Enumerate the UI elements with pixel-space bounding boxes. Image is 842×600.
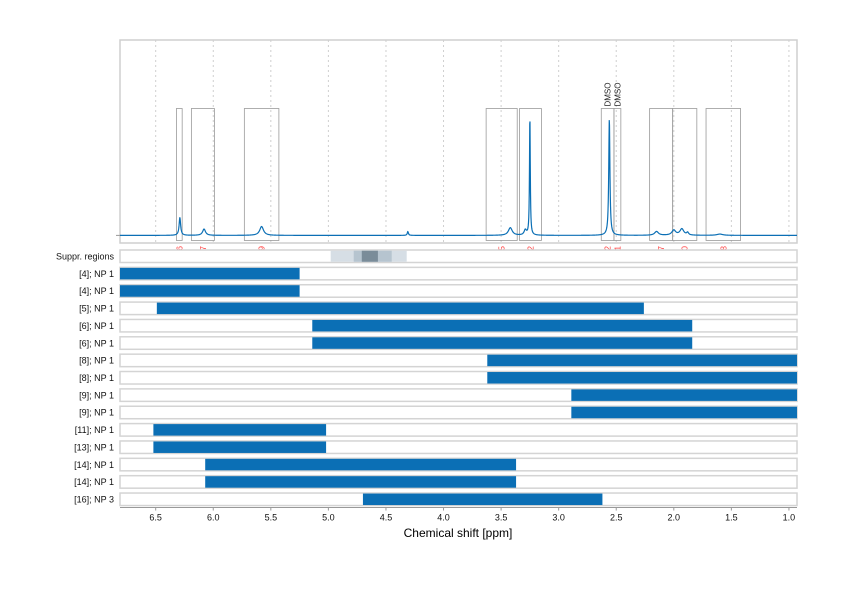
x-tick-label: 1.5 <box>725 513 738 523</box>
integral-box <box>176 108 183 241</box>
row-label: [4]; NP 1 <box>79 269 114 279</box>
row-label: [8]; NP 1 <box>79 356 114 366</box>
row-label: [11]; NP 1 <box>75 425 114 435</box>
range-bar <box>120 267 300 280</box>
x-tick-label: 5.0 <box>322 513 335 523</box>
range-bar <box>153 441 327 453</box>
row-label: [6]; NP 1 <box>79 321 114 331</box>
x-tick-label: 1.0 <box>783 513 796 523</box>
row-label: [14]; NP 1 <box>74 477 114 487</box>
integral-box <box>519 108 542 241</box>
range-bar <box>312 337 693 349</box>
spectrum-line <box>120 120 797 236</box>
x-tick-label: 5.5 <box>265 513 278 523</box>
integral-box <box>190 108 215 241</box>
x-tick-label: 4.0 <box>437 513 450 523</box>
row-label: [9]; NP 1 <box>79 408 114 418</box>
range-bar <box>487 354 797 367</box>
integral-box <box>243 108 280 241</box>
x-tick-label: 3.5 <box>495 513 508 523</box>
integral-box <box>613 108 622 241</box>
range-bar <box>153 424 327 436</box>
spectrum-frame <box>119 39 798 244</box>
range-bar <box>487 372 797 384</box>
range-bar <box>205 458 517 471</box>
row-label: [16]; NP 3 <box>74 495 114 505</box>
ranges-panel: Suppr. regions [4]; NP 1 [4]; NP 1 [5]; NP … <box>56 249 798 523</box>
range-bar <box>362 493 603 506</box>
peak-annotation: DMSO <box>613 83 622 107</box>
suppressed-regions-track <box>119 249 798 264</box>
row-label: [6]; NP 1 <box>79 338 114 348</box>
row-label: [4]; NP 1 <box>79 286 114 296</box>
range-bar <box>120 285 300 297</box>
range-bar <box>205 476 517 488</box>
row-label: [14]; NP 1 <box>74 460 114 470</box>
suppressed-band <box>361 250 378 262</box>
integral-box <box>672 108 698 241</box>
row-label: [8]; NP 1 <box>79 373 114 383</box>
x-tick-label: 3.0 <box>552 513 565 523</box>
x-tick-label: 2.5 <box>610 513 623 523</box>
integral-box <box>705 108 741 241</box>
range-bar <box>571 406 797 419</box>
range-bar <box>312 319 693 332</box>
row-label: [9]; NP 1 <box>79 390 114 400</box>
x-tick-label: 2.0 <box>668 513 681 523</box>
x-tick-label: 4.5 <box>380 513 393 523</box>
row-label: [5]; NP 1 <box>79 304 114 314</box>
x-tick-label: 6.5 <box>149 513 162 523</box>
peak-annotation: DMSO <box>604 83 613 107</box>
integral-box <box>485 108 518 241</box>
spectrum-panel: 0.760.671.291.353.726.02DMSO0.11DMSO0.97… <box>116 39 798 262</box>
x-tick-label: 6.0 <box>207 513 220 523</box>
range-bar <box>156 302 644 315</box>
row-label: Suppr. regions <box>56 252 115 262</box>
range-bar <box>571 389 797 401</box>
row-label: [13]; NP 1 <box>74 442 114 452</box>
x-axis-label: Chemical shift [ppm] <box>404 526 513 540</box>
